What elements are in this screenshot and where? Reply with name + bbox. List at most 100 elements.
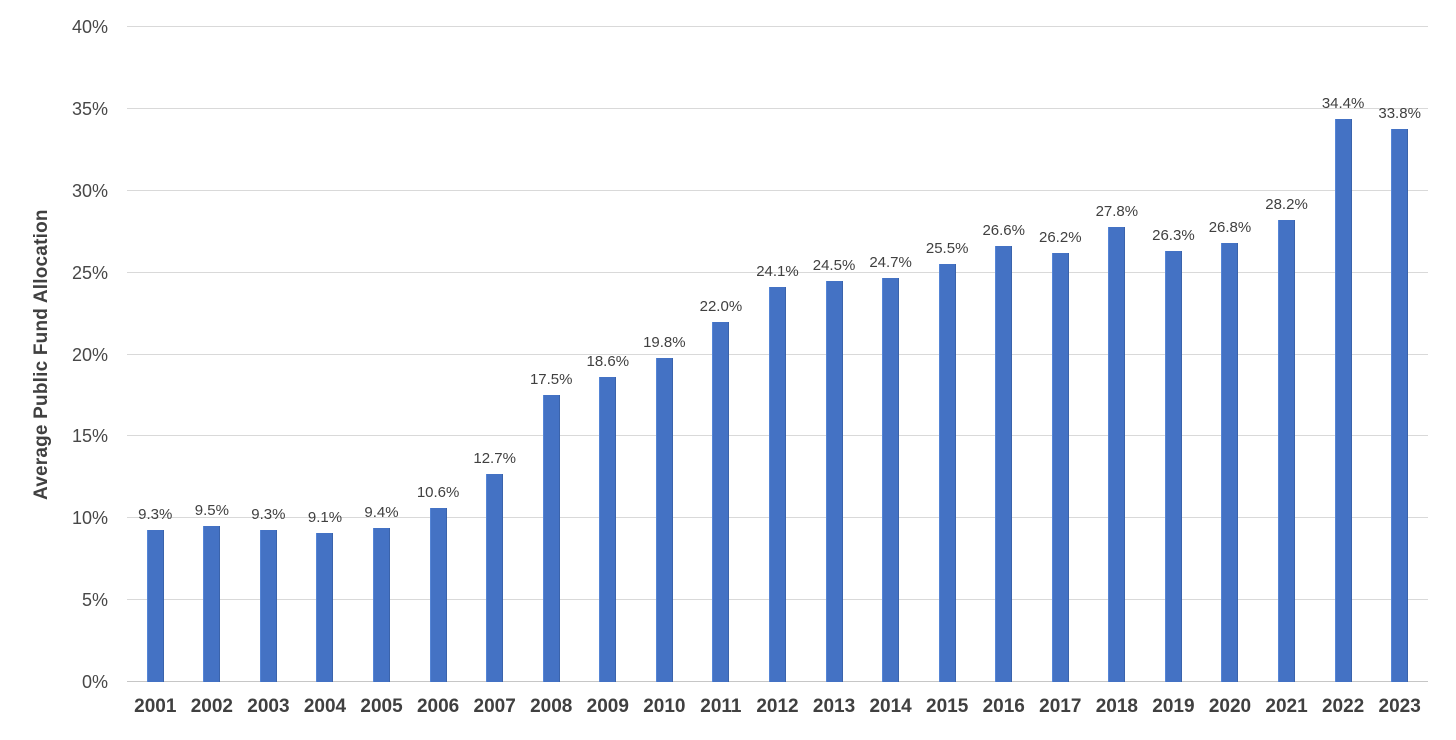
data-label: 10.6% xyxy=(416,484,460,502)
bar-2021 xyxy=(1278,220,1296,682)
y-tick-label: 20% xyxy=(71,344,108,365)
bar-column-2016: 26.6% xyxy=(975,27,1032,682)
bar-2023 xyxy=(1391,128,1409,682)
bar-2004 xyxy=(316,533,334,682)
bar-2016 xyxy=(995,246,1013,682)
x-tick-label: 2018 xyxy=(1095,696,1138,717)
gridline xyxy=(127,271,1428,273)
bar-2009 xyxy=(599,377,617,682)
x-tick-label: 2010 xyxy=(643,696,686,717)
y-tick-label: 30% xyxy=(71,180,108,201)
data-label: 24.1% xyxy=(756,263,799,281)
bar-column-2006: 10.6% xyxy=(410,27,467,682)
y-tick-label: 0% xyxy=(81,672,108,692)
x-tick-label: 2005 xyxy=(360,696,403,717)
bar-column-2012: 24.1% xyxy=(749,27,806,682)
y-tick-label: 10% xyxy=(71,508,108,529)
bar-column-2015: 25.5% xyxy=(919,27,976,682)
x-tick-label: 2022 xyxy=(1321,696,1365,717)
y-axis-title: Average Public Fund Allocation xyxy=(31,209,52,500)
bar-column-2001: 9.3% xyxy=(127,27,184,682)
bar-column-2017: 26.2% xyxy=(1032,27,1089,682)
bar-column-2004: 9.1% xyxy=(297,27,354,682)
bar-2014 xyxy=(882,277,900,682)
bar-column-2007: 12.7% xyxy=(466,27,523,682)
bar-2013 xyxy=(825,280,843,682)
x-tick-label: 2007 xyxy=(473,696,516,717)
x-tick-label: 2003 xyxy=(247,696,290,717)
gridline xyxy=(127,189,1428,191)
data-label: 12.7% xyxy=(473,450,516,468)
bar-column-2002: 9.5% xyxy=(184,27,241,682)
bar-2020 xyxy=(1221,243,1239,682)
x-tick-label: 2020 xyxy=(1208,696,1252,717)
data-label: 17.5% xyxy=(529,371,573,389)
data-label: 34.4% xyxy=(1321,94,1365,112)
bar-column-2010: 19.8% xyxy=(636,27,693,682)
bar-column-2021: 28.2% xyxy=(1258,27,1315,682)
bar-2006 xyxy=(429,508,447,682)
data-label: 9.4% xyxy=(364,504,399,522)
y-tick-label: 40% xyxy=(71,17,108,37)
data-label: 26.2% xyxy=(1039,228,1082,246)
data-label: 26.6% xyxy=(982,222,1025,240)
bar-column-2009: 18.6% xyxy=(580,27,637,682)
x-tick-label: 2002 xyxy=(190,696,233,717)
bar-column-2020: 26.8% xyxy=(1202,27,1259,682)
bar-2005 xyxy=(373,528,391,682)
bar-2012 xyxy=(768,287,786,682)
x-tick-label: 2021 xyxy=(1265,696,1308,717)
data-label: 25.5% xyxy=(925,240,969,258)
x-tick-label: 2015 xyxy=(926,696,969,717)
gridline xyxy=(127,107,1428,109)
bar-column-2019: 26.3% xyxy=(1145,27,1202,682)
data-label: 24.7% xyxy=(869,253,912,271)
x-tick-label: 2004 xyxy=(303,696,347,717)
x-axis-labels: 2001 2002 2003 2004 2005 2006 2007 2008 2009 2010… xyxy=(127,696,1428,718)
bar-column-2003: 9.3% xyxy=(240,27,297,682)
bar-column-2008: 17.5% xyxy=(523,27,580,682)
data-label: 26.8% xyxy=(1208,219,1252,237)
x-tick-label: 2006 xyxy=(416,696,460,717)
plot-area: 9.3% 9.5% 9.3% 9.1% 9.4% 10.6% 12.7% 17.5% 18.6%… xyxy=(127,26,1428,682)
bar-column-2014: 24.7% xyxy=(862,27,919,682)
bar-2008 xyxy=(542,395,560,682)
bar-2017 xyxy=(1051,252,1069,682)
x-tick-label: 2001 xyxy=(134,696,177,717)
data-label: 9.1% xyxy=(307,509,343,526)
bar-2018 xyxy=(1108,226,1126,682)
bar-2011 xyxy=(712,321,730,682)
y-tick-label: 25% xyxy=(71,262,108,283)
y-axis-tick-labels: 0% 5% 10% 15% 20% 25% 30% 35% 40% xyxy=(56,17,108,692)
x-tick-label: 2016 xyxy=(982,696,1025,717)
bar-2007 xyxy=(486,474,504,682)
bar-2001 xyxy=(146,529,164,682)
bar-2015 xyxy=(938,264,956,682)
data-label: 27.8% xyxy=(1095,202,1139,220)
bar-2010 xyxy=(655,357,673,682)
data-label: 9.3% xyxy=(138,505,173,523)
bar-column-2023: 33.8% xyxy=(1371,27,1428,682)
bar-column-2011: 22.0% xyxy=(693,27,750,682)
x-tick-label: 2013 xyxy=(812,696,856,717)
bars-row: 9.3% 9.5% 9.3% 9.1% 9.4% 10.6% 12.7% 17.5% 18.6%… xyxy=(127,27,1428,682)
x-tick-label: 2009 xyxy=(586,696,629,717)
x-tick-label: 2011 xyxy=(700,696,742,717)
data-label: 18.6% xyxy=(586,353,630,371)
y-tick-label: 5% xyxy=(81,590,108,611)
data-label: 28.2% xyxy=(1265,196,1308,214)
bar-column-2013: 24.5% xyxy=(806,27,863,682)
bar-column-2018: 27.8% xyxy=(1089,27,1146,682)
data-label: 9.5% xyxy=(194,502,229,520)
data-label: 33.8% xyxy=(1378,104,1421,122)
x-tick-label: 2014 xyxy=(869,696,912,717)
data-label: 26.3% xyxy=(1152,227,1195,245)
gridline xyxy=(127,26,1428,27)
bar-2019 xyxy=(1164,251,1182,682)
bar-column-2022: 34.4% xyxy=(1315,27,1372,682)
bar-column-2005: 9.4% xyxy=(353,27,410,682)
data-label: 22.0% xyxy=(699,297,743,315)
x-tick-label: 2008 xyxy=(530,696,573,717)
bar-2002 xyxy=(203,526,221,682)
